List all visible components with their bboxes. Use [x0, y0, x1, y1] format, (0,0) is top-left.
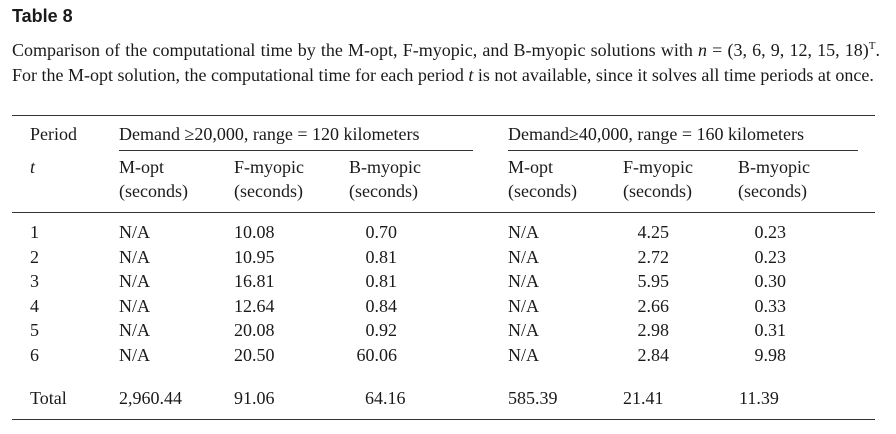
total-g1-mopt: 2,960.44	[119, 388, 182, 408]
g2-mopt-header: M-opt	[508, 157, 553, 177]
row-2-g2-fmyopic: 2.72	[637, 246, 670, 267]
row-2-g1-fmyopic: 10.95	[234, 246, 275, 267]
row-4-g2-mopt: N/A	[508, 295, 539, 316]
total-g2-bmyopic: 11.39	[739, 388, 779, 408]
table-caption: Comparison of the computational time by …	[12, 34, 880, 87]
row-6-g2-bmyopic: 9.98	[754, 345, 787, 365]
group1-header: Demand ≥20,000, range = 120 kilometers	[119, 124, 420, 144]
caption-t: t	[468, 64, 474, 85]
group1-rule	[119, 150, 473, 151]
row-1-g2-bmyopic: 0.23	[754, 222, 787, 242]
row-5-g1-bmyopic: 0.92	[365, 320, 398, 341]
row-3-g1-bmyopic: 0.81	[365, 271, 398, 292]
group2-rule	[508, 150, 858, 151]
row-5-g1-fmyopic: 20.08	[234, 320, 275, 341]
total-g2-mopt: 585.39	[508, 388, 558, 408]
row-5-g2-bmyopic: 0.31	[754, 320, 787, 341]
row-4-g1-fmyopic: 12.64	[234, 295, 275, 316]
caption-sup: T	[868, 40, 876, 52]
row-2-g2-mopt: N/A	[508, 246, 539, 267]
row-4-g1-mopt: N/A	[119, 295, 150, 316]
g1-fmyopic-units: (seconds)	[234, 181, 303, 201]
row-1-g1-bmyopic: 0.70	[365, 222, 398, 242]
total-label: Total	[30, 388, 67, 408]
row-5-g2-mopt: N/A	[508, 320, 539, 341]
table-top-rule	[12, 115, 875, 116]
g2-fmyopic-units: (seconds)	[623, 181, 692, 201]
row-6-period: 6	[30, 345, 39, 365]
row-3-g1-fmyopic: 16.81	[234, 271, 275, 292]
total-g2-fmyopic: 21.41	[623, 388, 664, 408]
caption-text-3: is not available, since it solves all ti…	[473, 64, 874, 85]
g1-bmyopic-units: (seconds)	[349, 181, 418, 201]
total-g1-fmyopic: 91.06	[234, 388, 275, 408]
header-rule	[12, 212, 875, 213]
caption-text-1: Comparison of the computational time by …	[12, 40, 698, 60]
row-3-period: 3	[30, 271, 39, 292]
g1-bmyopic-header: B-myopic	[349, 157, 421, 177]
period-header: Period	[30, 124, 77, 144]
g1-mopt-units: (seconds)	[119, 181, 188, 201]
row-2-g1-mopt: N/A	[119, 246, 150, 267]
row-1-g2-mopt: N/A	[508, 222, 539, 242]
g1-fmyopic-header: F-myopic	[234, 157, 304, 177]
row-2-period: 2	[30, 246, 39, 267]
g2-bmyopic-header: B-myopic	[738, 157, 810, 177]
row-3-g2-bmyopic: 0.30	[754, 271, 787, 292]
row-1-g1-mopt: N/A	[119, 222, 150, 242]
caption-n: n	[698, 40, 707, 60]
row-2-g2-bmyopic: 0.23	[754, 246, 787, 267]
row-3-g1-mopt: N/A	[119, 271, 150, 292]
period-symbol-header: t	[30, 157, 36, 177]
g2-fmyopic-header: F-myopic	[623, 157, 693, 177]
row-3-g2-fmyopic: 5.95	[637, 271, 670, 292]
row-1-period: 1	[30, 222, 39, 242]
row-4-period: 4	[30, 295, 39, 316]
table-title: Table 8	[12, 6, 73, 26]
caption-eq: = (3, 6, 9, 12, 15, 18)	[707, 40, 869, 60]
row-2-g1-bmyopic: 0.81	[365, 246, 398, 267]
row-5-period: 5	[30, 320, 39, 341]
row-5-g1-mopt: N/A	[119, 320, 150, 341]
g2-bmyopic-units: (seconds)	[738, 181, 807, 201]
row-5-g2-fmyopic: 2.98	[637, 320, 670, 341]
row-6-g1-mopt: N/A	[119, 345, 150, 365]
row-6-g2-mopt: N/A	[508, 345, 539, 365]
g1-mopt-header: M-opt	[119, 157, 164, 177]
row-6-g1-fmyopic: 20.50	[234, 345, 275, 365]
group2-header: Demand≥40,000, range = 160 kilometers	[508, 124, 804, 144]
total-g1-bmyopic: 64.16	[365, 388, 406, 408]
row-6-g1-bmyopic: 60.06	[356, 345, 398, 365]
g2-mopt-units: (seconds)	[508, 181, 577, 201]
row-3-g2-mopt: N/A	[508, 271, 539, 292]
row-1-g1-fmyopic: 10.08	[234, 222, 275, 242]
row-1-g2-fmyopic: 4.25	[637, 222, 670, 242]
caption-text-2: . For the M-opt solution, the computatio…	[12, 40, 880, 85]
row-4-g2-bmyopic: 0.33	[754, 295, 787, 316]
table-bottom-rule	[12, 419, 875, 420]
row-4-g1-bmyopic: 0.84	[365, 295, 398, 316]
row-4-g2-fmyopic: 2.66	[637, 295, 670, 316]
row-6-g2-fmyopic: 2.84	[637, 345, 670, 365]
